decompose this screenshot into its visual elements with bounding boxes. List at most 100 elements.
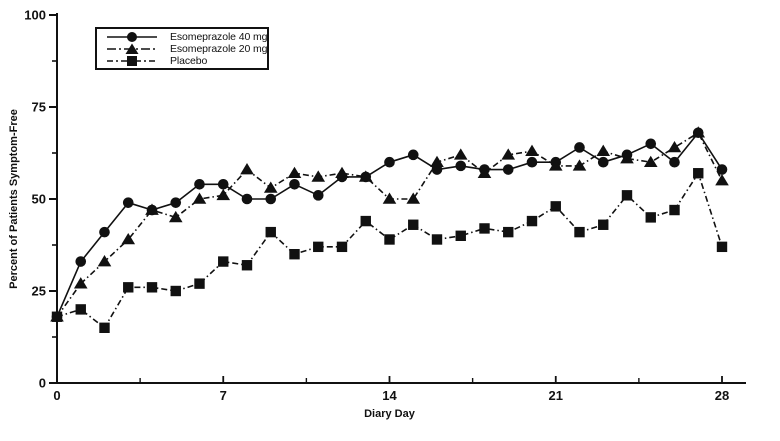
data-point-square — [431, 234, 443, 245]
legend-label: Esomeprazole 40 mg — [170, 31, 268, 43]
data-point-square — [645, 212, 656, 223]
data-point-circle — [455, 160, 467, 172]
data-point-square — [503, 226, 514, 238]
data-point-square — [408, 219, 419, 230]
y-tick-label: 25 — [32, 284, 46, 299]
data-point-circle — [99, 226, 110, 238]
x-tick-label: 21 — [549, 388, 563, 403]
data-point-square — [384, 234, 395, 245]
data-point-circle — [526, 156, 538, 168]
legend-item-esomeprazole-40mg: Esomeprazole 40 mg — [106, 31, 268, 43]
circle-marker-icon — [107, 32, 157, 42]
data-point-triangle — [691, 126, 706, 138]
data-point-circle — [170, 197, 182, 208]
data-point-triangle — [168, 210, 183, 223]
data-point-square — [336, 241, 348, 253]
data-point-triangle — [335, 166, 349, 179]
data-point-triangle — [572, 159, 587, 171]
data-point-triangle — [192, 192, 207, 204]
triangle-marker-icon — [107, 43, 157, 54]
x-tick-label: 7 — [220, 388, 227, 403]
data-point-triangle — [73, 277, 88, 289]
data-point-triangle — [477, 166, 492, 179]
data-point-square — [621, 190, 633, 201]
data-point-square — [51, 311, 63, 322]
data-point-circle — [241, 193, 253, 205]
data-point-triangle — [240, 163, 254, 175]
data-point-square — [526, 215, 538, 227]
y-axis-label: Percent of Patients Symptom-Free — [8, 109, 20, 289]
data-point-circle — [289, 178, 300, 190]
data-point-square — [455, 230, 466, 241]
data-point-circle — [716, 164, 728, 175]
data-point-square — [265, 226, 276, 238]
data-point-triangle — [287, 166, 302, 179]
data-point-square — [313, 241, 324, 253]
data-point-square — [218, 256, 229, 267]
data-point-circle — [217, 178, 229, 190]
data-point-circle — [312, 190, 324, 201]
data-point-square — [479, 223, 490, 234]
data-point-square — [598, 219, 609, 230]
data-point-circle — [574, 142, 585, 153]
data-point-square — [550, 201, 561, 212]
legend-item-esomeprazole-20mg: Esomeprazole 20 mg — [106, 43, 268, 55]
data-point-triangle — [596, 144, 611, 156]
legend-label: Esomeprazole 20 mg — [170, 43, 268, 55]
y-tick-label: 75 — [32, 100, 46, 115]
data-point-square — [360, 215, 371, 227]
data-point-circle — [669, 156, 680, 168]
data-point-triangle — [121, 232, 136, 245]
data-point-triangle — [358, 170, 373, 182]
data-point-square — [123, 282, 134, 293]
x-axis-label: Diary Day — [364, 408, 415, 420]
data-point-triangle — [643, 155, 658, 167]
data-point-triangle — [453, 148, 468, 160]
x-tick-label: 14 — [382, 388, 397, 403]
legend: Esomeprazole 40 mg Esomeprazole 20 mg Pl… — [95, 27, 269, 70]
data-point-triangle — [263, 181, 278, 193]
data-point-square — [194, 278, 205, 289]
legend-item-placebo: Placebo — [106, 55, 267, 67]
data-point-triangle — [525, 144, 539, 156]
y-tick-label: 50 — [32, 192, 46, 207]
data-point-triangle — [430, 155, 444, 167]
data-point-circle — [407, 149, 419, 161]
data-point-triangle — [97, 255, 112, 267]
x-tick-label: 0 — [53, 388, 60, 403]
data-point-square — [170, 285, 181, 297]
data-point-circle — [384, 156, 395, 168]
data-point-circle — [194, 178, 205, 190]
data-point-triangle — [311, 170, 326, 182]
data-point-circle — [597, 156, 609, 168]
x-tick-label: 28 — [715, 388, 729, 403]
data-point-triangle — [501, 148, 516, 160]
legend-label: Placebo — [170, 55, 208, 67]
data-point-square — [289, 249, 300, 260]
y-tick-label: 0 — [39, 376, 46, 391]
data-point-triangle — [382, 192, 397, 204]
data-point-triangle — [548, 159, 563, 171]
data-point-square — [669, 204, 680, 216]
data-point-square — [693, 168, 704, 179]
data-point-circle — [122, 197, 134, 208]
data-point-circle — [502, 164, 514, 175]
data-point-square — [146, 282, 158, 293]
data-point-square — [716, 241, 728, 253]
data-point-square — [99, 322, 110, 333]
data-point-triangle — [620, 152, 634, 164]
data-point-square — [75, 304, 86, 315]
y-tick-label: 100 — [24, 8, 46, 23]
data-point-triangle — [406, 192, 421, 204]
data-point-square — [574, 226, 585, 238]
data-point-triangle — [145, 203, 159, 215]
data-point-triangle — [667, 140, 682, 153]
square-marker-icon — [107, 56, 157, 66]
data-point-triangle — [216, 188, 231, 201]
data-point-triangle — [715, 174, 729, 186]
data-point-circle — [75, 256, 87, 267]
data-point-circle — [645, 138, 657, 150]
data-point-square — [241, 260, 253, 271]
